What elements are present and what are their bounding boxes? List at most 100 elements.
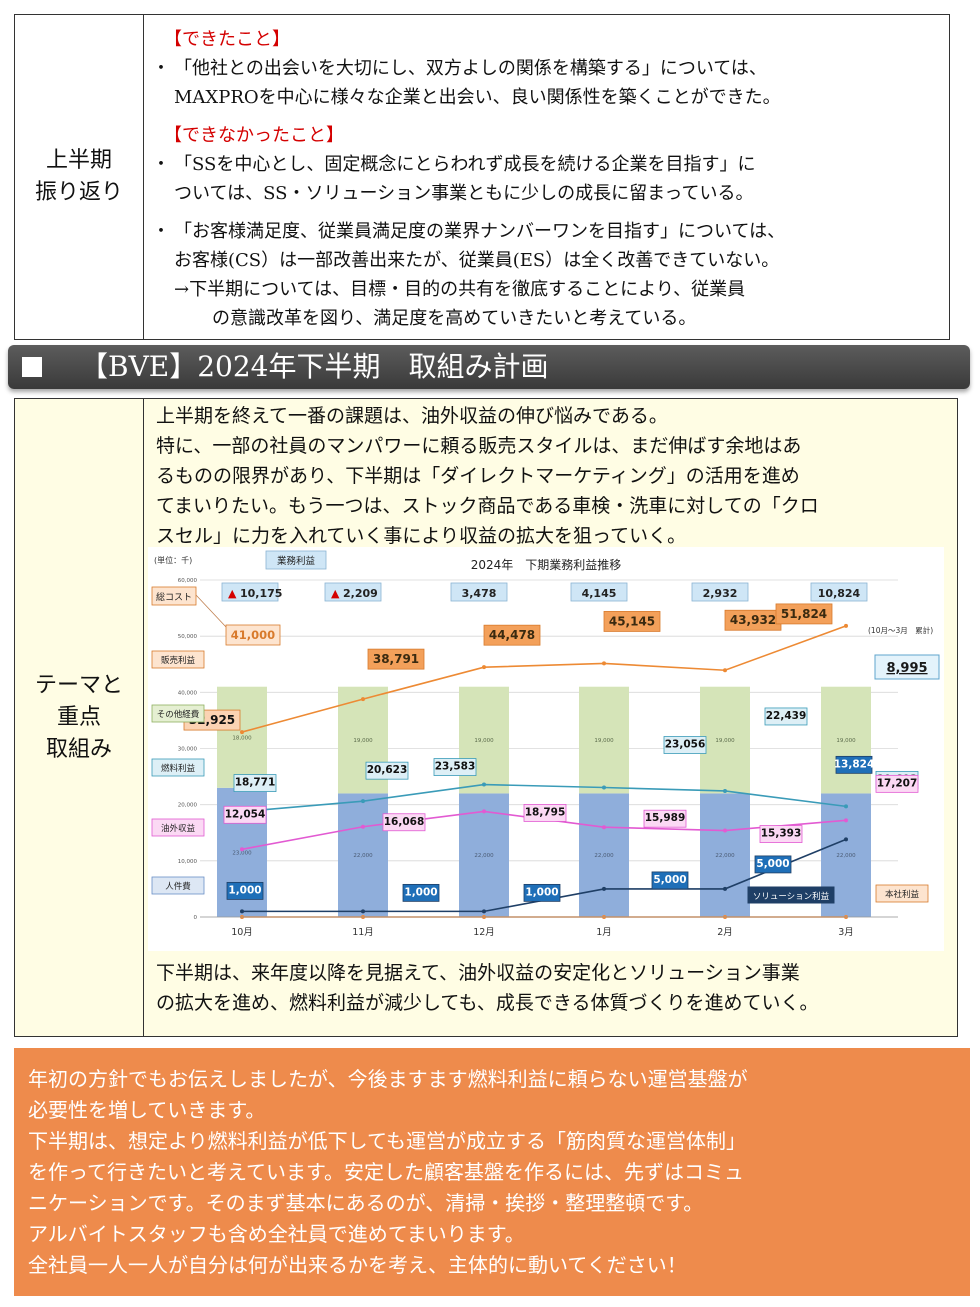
- notdone-item2-line2: お客様(CS）は一部改善出来たが、従業員(ES）は全く改善できていない。: [174, 250, 780, 271]
- plan-intro-text: 上半期を終えて一番の課題は、油外収益の伸び悩みである。 特に、一部の社員のマンパ…: [156, 401, 946, 551]
- bar-other-label: 19,000: [715, 738, 735, 744]
- business-profit-box: [810, 582, 868, 602]
- plan-label-line3: 取組み: [45, 736, 112, 762]
- series-value-box: [402, 883, 440, 902]
- review-label-line1: 上半期: [45, 148, 112, 173]
- review-label-cell: 上半期 振り返り: [15, 15, 144, 339]
- series-value-label: 1,000: [525, 886, 558, 898]
- series-line: [241, 625, 847, 733]
- series-value-label: 5,000: [653, 874, 686, 886]
- bar-other-expense: [579, 686, 629, 794]
- series-point: [844, 837, 848, 842]
- bar-other-expense: [821, 686, 871, 794]
- plan-label-line1: テーマと: [34, 672, 123, 698]
- plan-table: テーマと 重点 取組み 上半期を終えて一番の課題は、油外収益の伸び悩みである。 …: [14, 398, 958, 1037]
- plan-conclusion-text: 下半期は、来年度以降を見据えて、油外収益の安定化とソリューション事業 の拡大を進…: [156, 958, 956, 1018]
- series-point: [602, 825, 606, 830]
- series-value-label: 44,478: [489, 628, 535, 642]
- plan-label-line2: 重点: [56, 704, 101, 730]
- series-value-box: [764, 707, 808, 726]
- closing-message-box: 年初の方針でもお伝えしましたが、今後ますます燃料利益に頼らない運営基盤が 必要性…: [14, 1048, 970, 1296]
- plan-text-line2: 特に、一部の社員のマンパワーに頼る販売スタイルは、まだ伸ばす余地はあ: [156, 435, 802, 457]
- y-tick-label: 60,000: [178, 578, 198, 584]
- series-value-label: 5,000: [756, 858, 789, 870]
- series-value-box: [759, 825, 803, 843]
- series-value-box: [365, 761, 409, 780]
- section-title-bar: 【BVE】2024年下半期 取組み計画: [8, 345, 970, 389]
- bar-other-label: 19,000: [836, 738, 856, 744]
- business-profit-value: 4,145: [582, 587, 617, 600]
- x-tick-label: 10月: [231, 927, 253, 938]
- series-value-label: 1,000: [228, 884, 261, 896]
- y-tick-label: 40,000: [178, 690, 198, 696]
- series-value-label: 16,068: [384, 816, 425, 828]
- series-value-box: [233, 774, 277, 792]
- bar-other-label: 19,000: [474, 738, 494, 744]
- legend-box-nonfuel: [151, 818, 205, 837]
- business-profit-value: 3,478: [462, 587, 497, 600]
- cumulative-box: [874, 654, 940, 680]
- callout-line: [195, 594, 227, 628]
- negative-triangle-icon: ▲: [228, 587, 237, 600]
- bar-labor-label: 22,000: [836, 853, 856, 859]
- done-header: 【できたこと】: [164, 29, 290, 50]
- plan-text-line1: 上半期を終えて一番の課題は、油外収益の伸び悩みである。: [156, 405, 668, 427]
- series-point: [844, 804, 848, 809]
- x-tick-label: 12月: [473, 927, 495, 938]
- series-point: [723, 788, 727, 793]
- cumulative-label: (10月～3月 累計): [868, 625, 933, 635]
- series-point: [482, 909, 486, 914]
- business-profit-value: 10,824: [818, 587, 861, 600]
- bar-labor-cost: [338, 793, 388, 917]
- bar-other-expense: [700, 686, 750, 794]
- done-item: 「他社との出会いを大切にし、双方よしの関係を構築する」については、 MAXPRO…: [152, 54, 949, 112]
- series-value-box: [603, 611, 661, 632]
- legend-box-solution: [747, 886, 835, 904]
- series-point: [844, 623, 848, 628]
- series-value-label: 17,207: [877, 777, 918, 789]
- series-value-box: [223, 805, 267, 824]
- series-value-label: 38,791: [373, 652, 419, 666]
- series-point: [602, 661, 606, 666]
- square-bullet-icon: [22, 357, 42, 377]
- series-value-box: [523, 883, 561, 902]
- series-point: [482, 782, 486, 787]
- series-point: [482, 665, 486, 670]
- x-tick-label: 1月: [596, 927, 612, 938]
- bar-other-label: 18,000: [232, 735, 252, 741]
- series-point: [723, 668, 727, 673]
- closing-line3: 下半期は、想定より燃料利益が低下しても運営が成立する「筋肉質な運営体制」: [28, 1129, 746, 1153]
- negative-triangle-icon: ▲: [331, 587, 340, 600]
- series-value-box: [775, 603, 833, 625]
- legend-label-hq: 本社利益: [885, 889, 920, 900]
- legend-box-other: [151, 704, 205, 723]
- series-value-box: [754, 855, 792, 874]
- series-point: [240, 730, 244, 735]
- y-tick-label: 10,000: [178, 859, 198, 865]
- series-value-label: 45,145: [609, 614, 655, 628]
- bar-labor-label: 22,000: [474, 853, 494, 859]
- notdone-header: 【できなかったこと】: [164, 125, 344, 146]
- first-half-review-table: 上半期 振り返り 【できたこと】 「他社との出会いを大切にし、双方よしの関係を構…: [14, 14, 950, 340]
- notdone-item2-line1: 「お客様満足度、従業員満足度の業界ナンバーワンを目指す」については、: [174, 221, 786, 242]
- chart-title: 2024年 下期業務利益推移: [471, 558, 622, 572]
- series-point: [602, 785, 606, 790]
- plan-body: 上半期を終えて一番の課題は、油外収益の伸び悩みである。 特に、一部の社員のマンパ…: [144, 399, 957, 1036]
- series-value-box: [433, 758, 477, 776]
- series-value-label: 43,932: [730, 613, 776, 627]
- series-value-box: [643, 809, 687, 828]
- series-point: [723, 828, 727, 833]
- plan-text-line5: スセル」に力を入れていく事により収益の拡大を狙っていく。: [156, 525, 687, 547]
- legend-box-hq: [875, 884, 929, 903]
- series-point: [723, 886, 727, 891]
- business-profit-box: [450, 582, 508, 602]
- series-value-box: [382, 813, 426, 832]
- cost-legend-label: 総コスト: [156, 591, 192, 603]
- closing-line7: 全社員一人一人が自分は何が出来るかを考え、主体的に動いてください！: [28, 1253, 687, 1277]
- series-value-label: 23,056: [665, 739, 706, 751]
- cost-value: 41,000: [231, 628, 275, 642]
- business-profit-legend: 業務利益: [277, 555, 316, 567]
- cumulative-value: 8,995: [886, 661, 927, 676]
- bar-labor-cost: [700, 793, 750, 917]
- x-tick-label: 2月: [717, 927, 733, 938]
